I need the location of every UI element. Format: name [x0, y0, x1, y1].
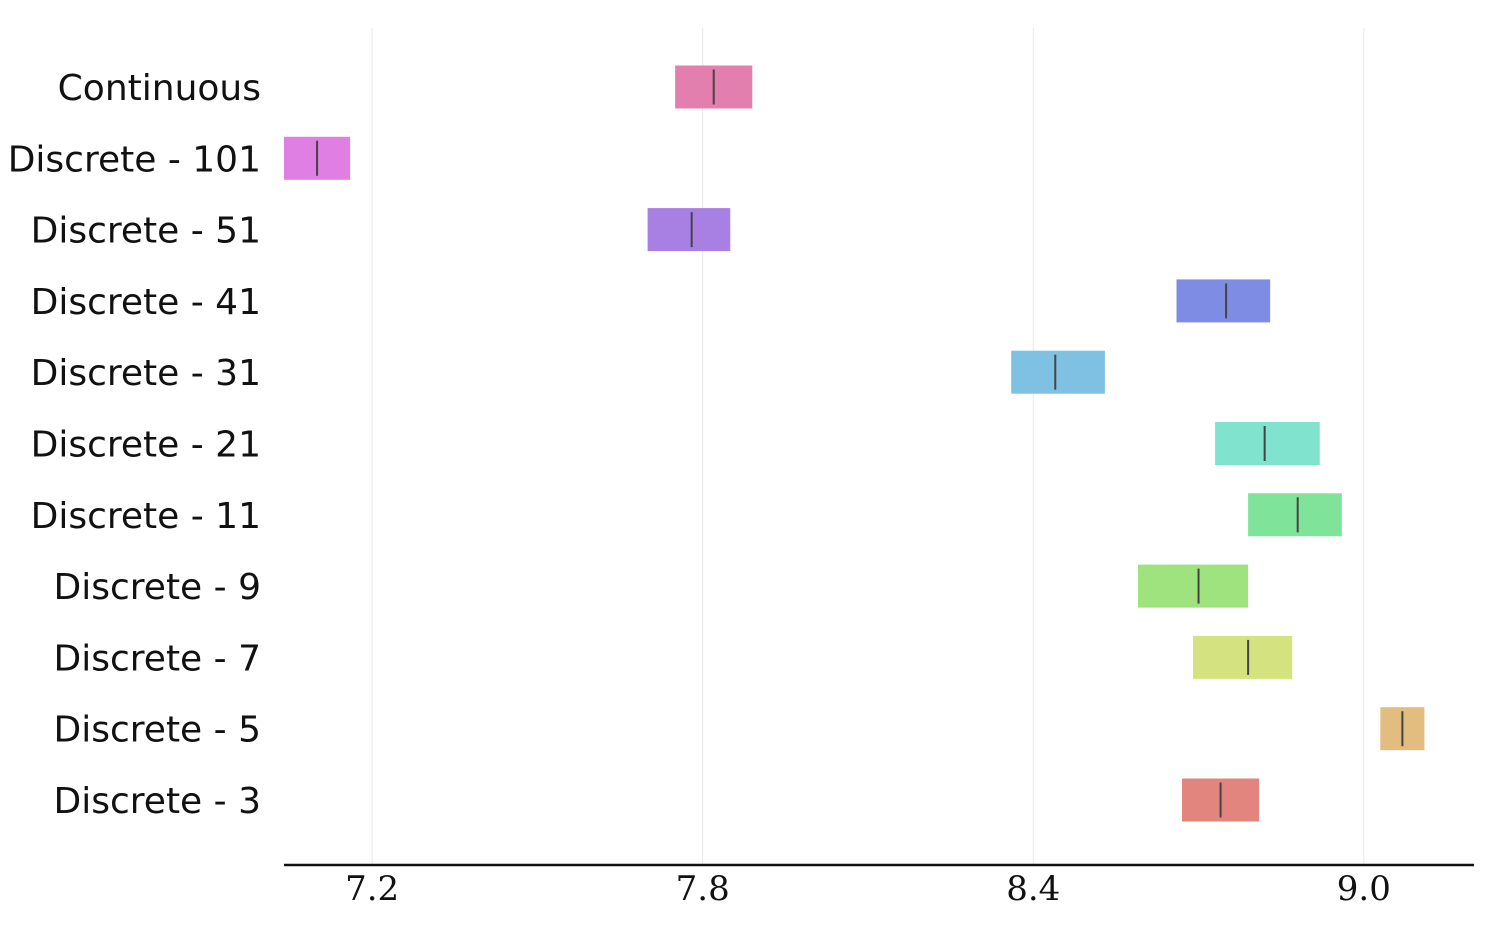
category-label: Discrete - 5 [54, 710, 261, 751]
range-bar [1215, 422, 1320, 465]
x-tick-labels: 7.2 7.8 8.4 9.0 [345, 869, 1391, 909]
x-tick-label: 8.4 [1006, 869, 1060, 909]
category-label: Discrete - 101 [8, 139, 261, 180]
category-label: Discrete - 9 [54, 567, 261, 608]
category-labels: Continuous Discrete - 101 Discrete - 51 Dis… [8, 68, 261, 822]
grid-lines [371, 28, 1365, 865]
range-bar [1011, 350, 1105, 394]
range-bars [284, 65, 1425, 822]
category-label: Discrete - 3 [54, 781, 261, 822]
category-label: Discrete - 7 [54, 638, 261, 679]
range-bar [1137, 564, 1249, 608]
range-bar [1248, 493, 1342, 537]
category-label: Continuous [58, 68, 261, 109]
category-label: Discrete - 31 [31, 353, 261, 394]
x-tick-label: 7.8 [676, 869, 730, 909]
range-bar [1193, 635, 1293, 679]
range-bar [1176, 279, 1271, 323]
category-label: Discrete - 51 [31, 211, 261, 252]
x-tick-label: 7.2 [345, 869, 399, 909]
range-bar [647, 208, 731, 252]
category-label: Discrete - 41 [31, 282, 261, 323]
x-tick-label: 9.0 [1337, 869, 1391, 909]
category-label: Discrete - 21 [31, 425, 261, 466]
category-label: Discrete - 11 [31, 496, 261, 537]
